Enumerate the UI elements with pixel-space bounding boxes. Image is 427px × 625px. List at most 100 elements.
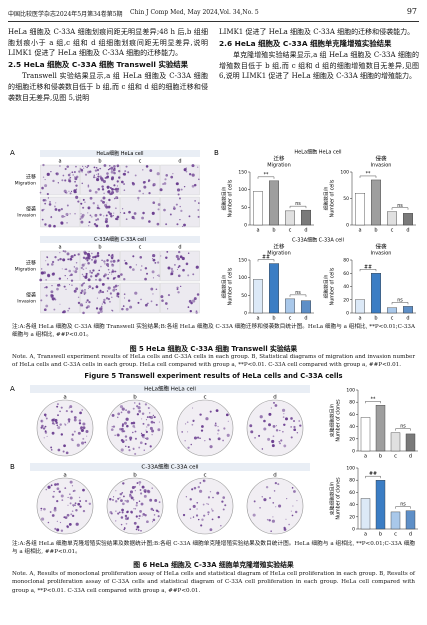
cell-stain: [140, 432, 143, 435]
cell-stain: [132, 424, 136, 428]
cell-stain: [101, 185, 104, 188]
bar: [375, 479, 386, 530]
cell-stain: [51, 422, 55, 425]
x-tick-label: c: [391, 228, 394, 234]
column-label: d: [178, 245, 181, 251]
cell-stain: [140, 298, 142, 301]
cell-stain: [96, 218, 100, 221]
significance-label: ns: [295, 291, 301, 296]
cell-stain: [157, 208, 160, 211]
cell-stain: [89, 214, 92, 217]
cell-stain: [89, 196, 93, 200]
cell-stain: [132, 421, 136, 425]
x-tick-label: b: [272, 228, 275, 234]
cell-stain: [107, 297, 111, 301]
cell-stain: [44, 202, 47, 205]
cell-stain: [118, 511, 121, 514]
cell-stain: [298, 420, 300, 422]
significance-label: **: [366, 171, 371, 177]
cell-stain: [141, 412, 145, 415]
cell-stain: [105, 217, 109, 221]
cell-stain: [205, 417, 209, 421]
group-title: HeLa细胞 HeLa cell: [144, 385, 196, 393]
cell-stain: [282, 416, 285, 418]
bar: [390, 432, 401, 452]
cell-stain: [296, 500, 298, 502]
cell-stain: [120, 499, 123, 503]
cell-stain: [127, 410, 131, 414]
cell-stain: [94, 255, 97, 259]
significance-bracket: [289, 294, 307, 297]
cell-stain: [179, 255, 183, 259]
cell-stain: [49, 511, 52, 513]
cell-stain: [253, 500, 256, 503]
cell-stain: [48, 203, 52, 206]
cell-stain: [136, 525, 140, 529]
cell-stain: [123, 278, 126, 281]
cell-stain: [120, 523, 123, 526]
cell-stain: [64, 487, 67, 490]
cell-stain: [73, 416, 77, 419]
cell-stain: [124, 526, 126, 529]
cell-stain: [185, 262, 189, 266]
cell-stain: [254, 437, 256, 439]
cell-stain: [132, 431, 134, 434]
cell-stain: [123, 495, 125, 498]
cell-stain: [249, 424, 253, 428]
cell-stain: [93, 260, 97, 264]
cell-stain: [79, 500, 82, 502]
cell-stain: [199, 413, 202, 416]
cell-stain: [217, 433, 219, 435]
cell-stain: [189, 508, 192, 511]
cell-stain: [100, 199, 103, 202]
cell-stain: [272, 516, 274, 518]
cell-stain: [129, 490, 134, 494]
cell-stain: [126, 517, 129, 520]
cell-stain: [135, 528, 138, 531]
cell-stain: [102, 300, 105, 304]
cell-stain: [107, 168, 110, 171]
cell-stain: [125, 439, 128, 442]
cell-stain: [84, 201, 86, 203]
cell-stain: [138, 500, 141, 503]
y-tick-label: 60: [349, 490, 355, 496]
cell-stain: [275, 425, 277, 427]
cell-stain: [60, 433, 64, 436]
cell-stain: [267, 437, 271, 441]
cell-stain: [121, 427, 124, 431]
cell-stain: [196, 436, 200, 439]
cell-stain: [96, 252, 100, 255]
cell-stain: [125, 417, 129, 421]
cell-stain: [81, 213, 85, 217]
y-tick-label: 100: [346, 466, 355, 472]
cell-stain: [116, 215, 120, 219]
cell-stain: [113, 197, 116, 200]
journal-en: Chin J Comp Med, May 2024,Vol. 34,No. 5: [130, 9, 259, 16]
cell-stain: [123, 259, 126, 262]
section-heading: 2.5 HeLa 细胞及 C-33A 细胞 Transwell 实验结果: [8, 59, 189, 69]
cell-stain: [82, 488, 85, 492]
cell-stain: [111, 253, 114, 256]
cell-stain: [87, 287, 89, 290]
x-tick-label: c: [394, 454, 397, 460]
cell-stain: [190, 443, 193, 446]
culture-plate: [246, 399, 304, 457]
cell-stain: [293, 490, 296, 493]
cell-stain: [188, 299, 192, 303]
cell-stain: [277, 483, 280, 486]
y-axis-label: Number of cells: [228, 267, 234, 305]
cell-stain: [180, 188, 183, 191]
cell-stain: [74, 504, 76, 507]
cell-stain: [176, 188, 181, 192]
cell-stain: [265, 486, 269, 489]
cell-stain: [114, 188, 117, 191]
cell-stain: [115, 500, 118, 503]
cell-stain: [53, 508, 57, 512]
cell-stain: [80, 284, 84, 287]
cell-stain: [150, 507, 154, 511]
cell-stain: [79, 505, 82, 508]
cell-stain: [180, 285, 182, 288]
cell-stain: [226, 433, 230, 437]
group-title: HeLa细胞 HeLa cell: [294, 149, 341, 156]
x-tick-label: c: [391, 316, 394, 322]
